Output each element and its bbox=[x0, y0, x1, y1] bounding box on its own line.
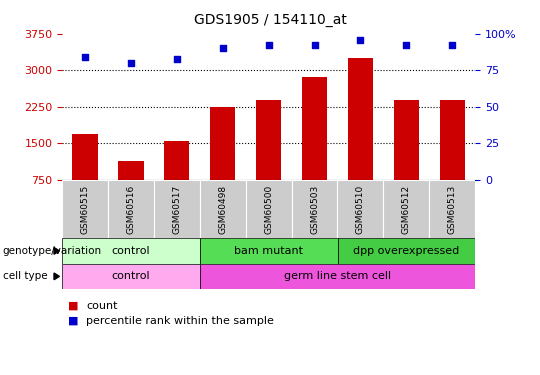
Bar bbox=[302, 76, 327, 180]
Text: GSM60512: GSM60512 bbox=[402, 184, 411, 234]
Text: cell type: cell type bbox=[3, 272, 48, 281]
Bar bbox=[154, 180, 200, 238]
Bar bbox=[338, 238, 475, 264]
Point bbox=[81, 54, 90, 60]
Point bbox=[356, 37, 365, 43]
Text: percentile rank within the sample: percentile rank within the sample bbox=[86, 316, 274, 326]
Bar bbox=[429, 180, 475, 238]
Text: dpp overexpressed: dpp overexpressed bbox=[353, 246, 460, 256]
Text: control: control bbox=[112, 246, 150, 256]
Bar bbox=[164, 141, 190, 180]
Point bbox=[265, 42, 273, 48]
Bar bbox=[200, 264, 475, 289]
Point bbox=[448, 42, 456, 48]
Text: GSM60516: GSM60516 bbox=[126, 184, 136, 234]
Bar bbox=[210, 107, 235, 180]
Bar bbox=[72, 134, 98, 180]
Bar bbox=[440, 100, 465, 180]
Text: bam mutant: bam mutant bbox=[234, 246, 303, 256]
Text: GDS1905 / 154110_at: GDS1905 / 154110_at bbox=[193, 13, 347, 27]
Text: germ line stem cell: germ line stem cell bbox=[284, 272, 391, 281]
Bar bbox=[108, 180, 154, 238]
Bar bbox=[383, 180, 429, 238]
Text: ■: ■ bbox=[68, 301, 78, 311]
Bar bbox=[256, 100, 281, 180]
Text: genotype/variation: genotype/variation bbox=[3, 246, 102, 256]
Bar bbox=[338, 180, 383, 238]
Bar bbox=[62, 180, 108, 238]
Text: control: control bbox=[112, 272, 150, 281]
Bar bbox=[348, 58, 373, 180]
Bar bbox=[62, 238, 200, 264]
Text: GSM60513: GSM60513 bbox=[448, 184, 457, 234]
Point bbox=[310, 42, 319, 48]
Point bbox=[218, 45, 227, 51]
Point bbox=[126, 60, 135, 66]
Text: GSM60498: GSM60498 bbox=[218, 184, 227, 234]
Point bbox=[172, 56, 181, 62]
Text: GSM60500: GSM60500 bbox=[264, 184, 273, 234]
Bar bbox=[200, 238, 338, 264]
Text: ■: ■ bbox=[68, 316, 78, 326]
Text: GSM60503: GSM60503 bbox=[310, 184, 319, 234]
Text: GSM60510: GSM60510 bbox=[356, 184, 365, 234]
Point bbox=[402, 42, 410, 48]
Bar bbox=[118, 160, 144, 180]
Bar bbox=[62, 264, 200, 289]
Bar bbox=[394, 100, 419, 180]
Text: count: count bbox=[86, 301, 118, 311]
Text: GSM60517: GSM60517 bbox=[172, 184, 181, 234]
Bar bbox=[292, 180, 338, 238]
Text: GSM60515: GSM60515 bbox=[80, 184, 90, 234]
Bar bbox=[200, 180, 246, 238]
Bar bbox=[246, 180, 292, 238]
